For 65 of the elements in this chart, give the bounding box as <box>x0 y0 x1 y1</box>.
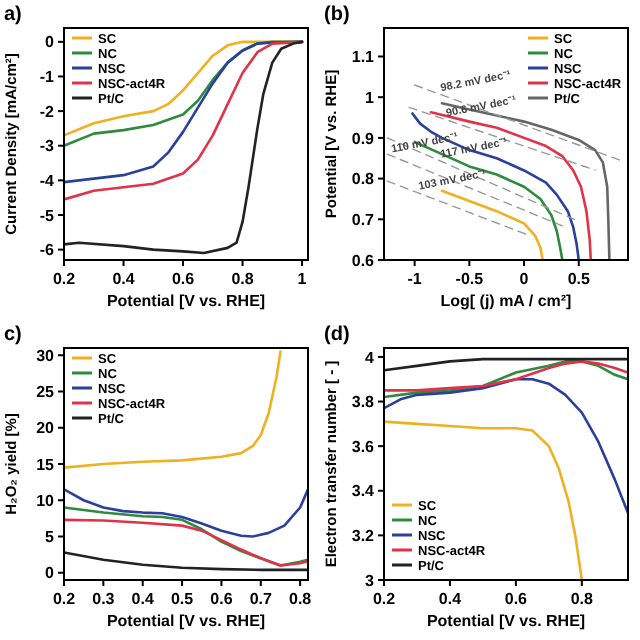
x-axis-title: Potential [V vs. RHE] <box>426 612 586 630</box>
y-tick-label: 0.8 <box>351 170 376 189</box>
y-tick-label: 3 <box>365 571 376 590</box>
y-tick-label: 0.7 <box>351 210 376 229</box>
y-tick-label: 1 <box>365 88 376 107</box>
y-tick-label: 3.4 <box>351 482 376 501</box>
x-tick-label: 0.5 <box>567 270 591 288</box>
chart-title: a) <box>4 4 22 26</box>
x-tick-label: 0.4 <box>112 270 136 288</box>
y-tick-label: 3.8 <box>351 393 376 412</box>
x-axis-title: Potential [V vs. RHE] <box>106 612 266 630</box>
y-tick-label: 3.2 <box>351 526 376 545</box>
y-tick-label: -3 <box>39 137 56 156</box>
x-axis-title: Potential [V vs. RHE] <box>106 292 266 310</box>
y-tick-label: -6 <box>39 241 56 260</box>
y-tick-label: 5 <box>45 528 56 547</box>
line-series <box>64 40 304 255</box>
x-tick-label: -1 <box>407 270 423 288</box>
line-series <box>384 420 584 580</box>
y-tick-label: 30 <box>36 346 56 365</box>
x-tick-label: -0.5 <box>455 270 485 288</box>
line-series <box>64 506 308 567</box>
line-series <box>384 377 628 515</box>
x-tick-label: 1 <box>297 270 308 288</box>
y-tick-label: 3.6 <box>351 437 376 456</box>
y-tick-label: -4 <box>39 171 56 190</box>
y-tick-label: 0 <box>45 33 56 52</box>
x-tick-label: 0.7 <box>249 590 273 608</box>
x-tick-label: 0.6 <box>504 590 529 608</box>
chart-title: c) <box>4 324 22 346</box>
y-tick-label: -1 <box>39 68 56 87</box>
line-series <box>440 189 544 260</box>
x-tick-label: 0.6 <box>171 270 196 288</box>
x-tick-label: 0.4 <box>438 590 463 608</box>
chart-title: (d) <box>324 324 350 346</box>
x-tick-label: 0.2 <box>372 590 397 608</box>
chart-title: (b) <box>324 4 350 26</box>
x-tick-label: 0.6 <box>210 590 234 608</box>
y-tick-label: 0 <box>45 564 56 583</box>
line-series <box>384 360 628 392</box>
x-tick-label: 0 <box>519 270 530 288</box>
line-series <box>64 518 308 567</box>
x-tick-label: 0.5 <box>170 590 195 608</box>
x-axis-title: Log[ (j) mA / cm²] <box>440 292 573 310</box>
line-series <box>64 551 308 572</box>
y-tick-label: 4 <box>365 348 376 367</box>
y-tick-label: 20 <box>36 419 56 438</box>
line-series <box>64 488 308 538</box>
x-tick-label: 0.2 <box>52 270 77 288</box>
x-tick-label: 0.8 <box>570 590 595 608</box>
y-tick-label: 0.9 <box>351 129 376 148</box>
y-tick-label: -2 <box>39 102 56 121</box>
x-tick-label: 0.3 <box>92 590 116 608</box>
y-tick-label: 25 <box>36 383 56 402</box>
x-tick-label: 0.4 <box>131 590 155 608</box>
y-tick-label: 0.6 <box>351 251 376 270</box>
line-series <box>64 350 282 469</box>
x-tick-label: 0.8 <box>289 590 313 608</box>
line-series <box>384 360 628 399</box>
y-tick-label: 15 <box>36 455 56 474</box>
y-tick-label: -5 <box>39 206 56 225</box>
x-tick-label: 0.8 <box>231 270 255 288</box>
x-tick-label: 0.2 <box>52 590 77 608</box>
y-tick-label: 1.1 <box>351 48 376 67</box>
y-tick-label: 10 <box>36 491 56 510</box>
